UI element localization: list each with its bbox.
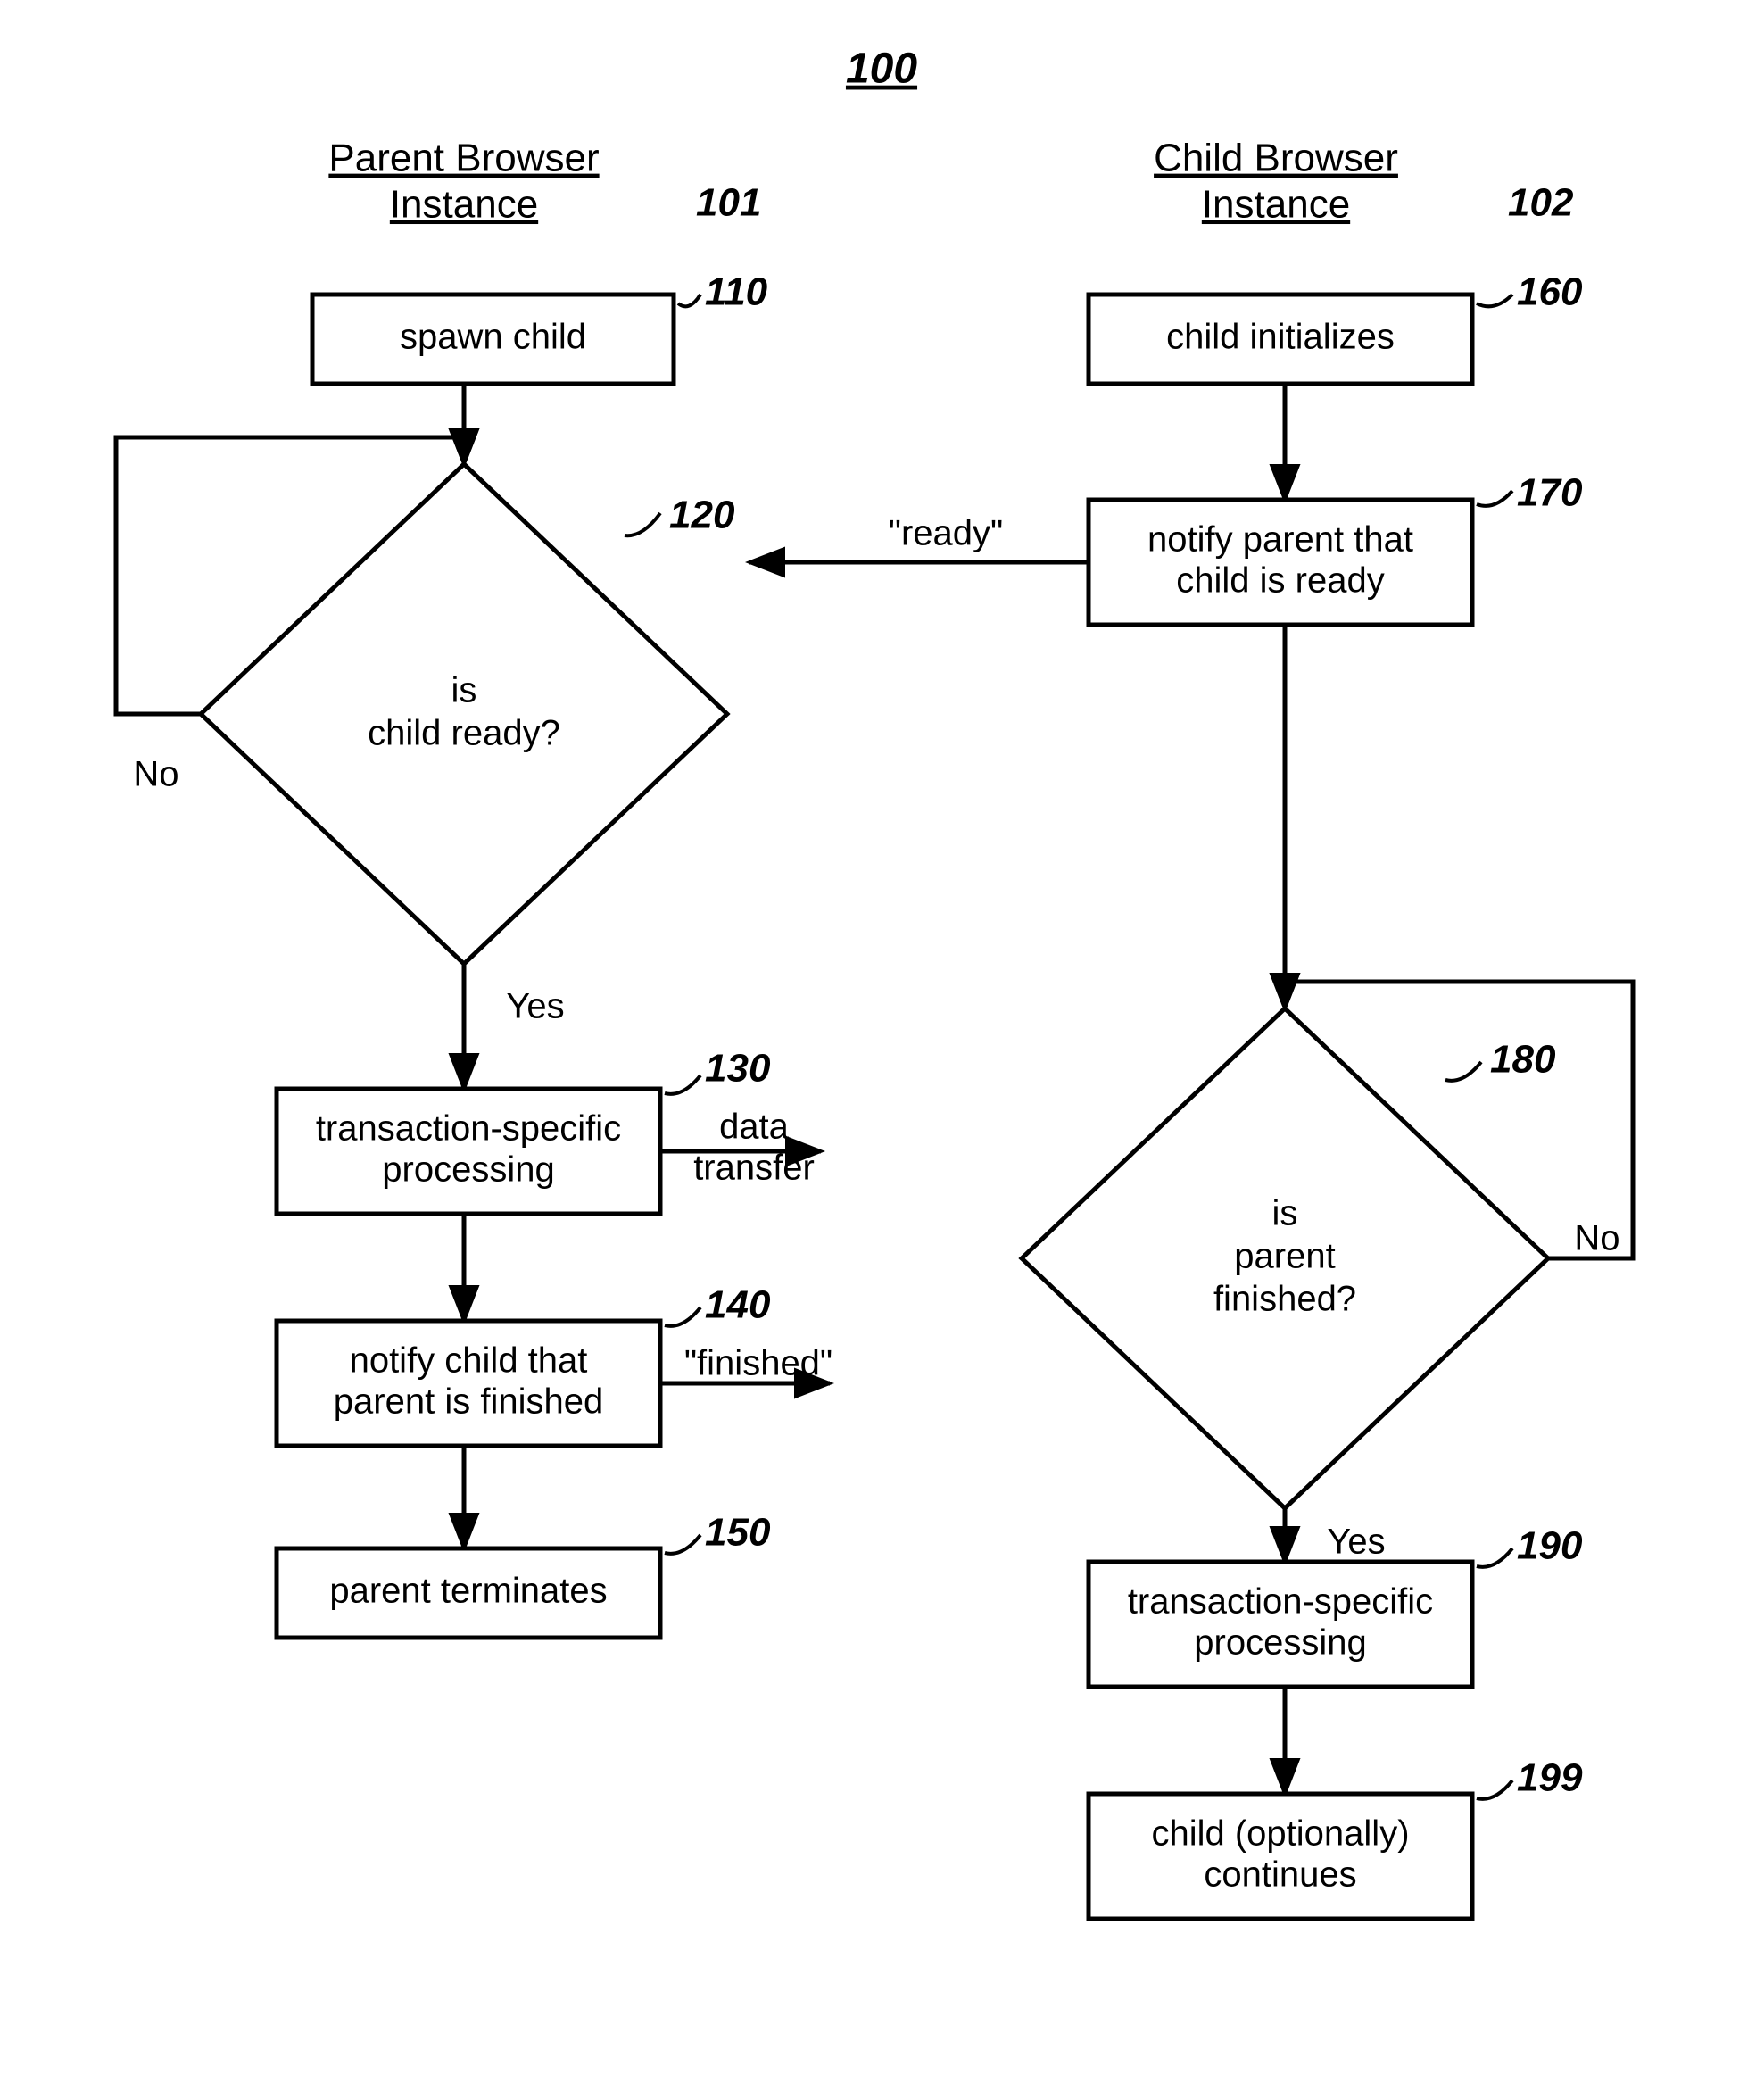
node-n180-text-1: parent	[1234, 1237, 1335, 1276]
ref-n150: 150	[705, 1511, 771, 1555]
leader-l150	[665, 1535, 700, 1554]
node-n130-text-0: transaction-specific	[316, 1109, 621, 1149]
node-n190-text-0: transaction-specific	[1128, 1582, 1433, 1622]
ref-n170: 170	[1517, 471, 1583, 515]
col-title-parent-1: Parent Browser	[328, 137, 599, 180]
edge-label-e_ready: "ready"	[889, 514, 1003, 553]
leader-l140	[665, 1307, 700, 1326]
leader-l130	[665, 1075, 700, 1094]
ref-n190: 190	[1517, 1524, 1583, 1568]
node-n180-text-0: is	[1272, 1194, 1298, 1233]
ref-n130: 130	[705, 1047, 771, 1091]
edge-label-e180_190: Yes	[1327, 1523, 1385, 1562]
leader-l120	[625, 513, 660, 535]
col-title-child-2: Instance	[1202, 183, 1350, 227]
ref-n110: 110	[705, 270, 768, 314]
node-n170-text-0: notify parent that	[1147, 520, 1413, 560]
node-n110-text-0: spawn child	[400, 318, 586, 357]
leader-l199	[1477, 1780, 1512, 1799]
node-n199-text-1: continues	[1204, 1855, 1356, 1895]
ref-n180: 180	[1490, 1038, 1556, 1082]
col-title-parent-2: Instance	[390, 183, 538, 227]
col-title-child-1: Child Browser	[1154, 137, 1398, 180]
leader-l110	[678, 295, 700, 306]
node-n120-text-1: child ready?	[368, 714, 560, 753]
ref-n140: 140	[705, 1283, 771, 1327]
svg-text:transfer: transfer	[693, 1149, 815, 1188]
node-n150-text-0: parent terminates	[329, 1572, 607, 1611]
col-ref-child: 102	[1508, 181, 1574, 225]
node-n170-text-1: child is ready	[1176, 561, 1384, 601]
flowchart-canvas: 100Parent BrowserInstance101Child Browse…	[0, 0, 1764, 2083]
edge-label-e120_no: No	[133, 755, 178, 794]
ref-n199: 199	[1517, 1756, 1583, 1800]
edge-label-e180_no: No	[1574, 1219, 1619, 1258]
node-n140-text-0: notify child that	[350, 1341, 588, 1381]
leader-l170	[1477, 491, 1512, 506]
edge-label-e_fin: "finished"	[684, 1344, 832, 1383]
col-ref-parent: 101	[696, 181, 761, 225]
ref-n160: 160	[1517, 270, 1583, 314]
node-n190-text-1: processing	[1194, 1623, 1366, 1663]
node-n120-text-0: is	[451, 671, 477, 710]
node-n140-text-1: parent is finished	[334, 1382, 603, 1422]
node-n180-text-2: finished?	[1213, 1280, 1356, 1319]
node-n160-text-0: child initializes	[1166, 318, 1395, 357]
leader-l190	[1477, 1548, 1512, 1567]
node-n130-text-1: processing	[382, 1150, 554, 1190]
edge-label-e120_130: Yes	[506, 987, 564, 1026]
node-n199-text-0: child (optionally)	[1151, 1814, 1409, 1854]
figure-number: 100	[846, 46, 917, 93]
svg-text:data: data	[719, 1108, 790, 1147]
ref-n120: 120	[669, 494, 735, 537]
leader-l180	[1445, 1062, 1481, 1081]
leader-l160	[1477, 295, 1512, 306]
